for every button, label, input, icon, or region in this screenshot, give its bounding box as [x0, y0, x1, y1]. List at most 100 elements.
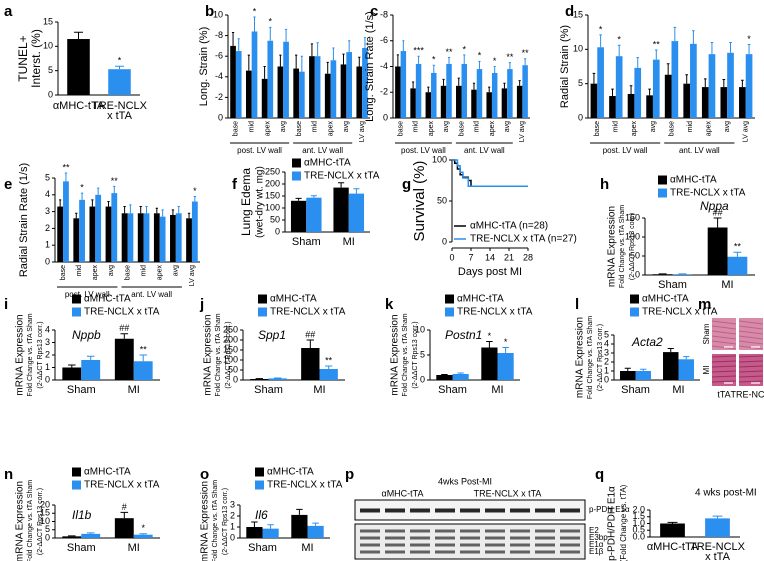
significance-label: ** [325, 355, 333, 365]
blot-band [435, 536, 455, 540]
error-bar [325, 365, 333, 369]
group-label: TRE-NCLX x tTA [474, 488, 542, 498]
x-tick-label: mid [413, 121, 420, 132]
y-tick-label: 0 [635, 269, 640, 279]
group-label: post. LV wall [237, 146, 282, 155]
legend-label: αMHC-tTA [457, 294, 504, 305]
bar [481, 347, 498, 380]
y-axis-label: Survival (%) [411, 161, 428, 242]
error-bar [129, 204, 132, 214]
x-tick-label: base [233, 121, 240, 136]
bar [652, 274, 673, 275]
bar [293, 68, 299, 118]
y-tick-label: -8 [380, 9, 388, 19]
error-bar [363, 37, 367, 48]
bar [133, 534, 153, 538]
error-bar [120, 333, 129, 339]
x-tick-label: Sham [67, 542, 96, 554]
y-tick-label: 1 [230, 521, 235, 531]
band-label: E1α [589, 540, 604, 549]
y-tick-label: 10 [573, 44, 583, 54]
panel-label: i [4, 296, 8, 313]
bar [340, 64, 347, 118]
error-bar [683, 356, 690, 360]
y-tick-label: 100 [265, 202, 280, 212]
panel-label: l [575, 296, 579, 313]
legend-label: TRE-NCLX x tTA [457, 307, 533, 318]
y-axis-label: Fold Change vs. tTA Sham [27, 313, 34, 396]
significance-label: * [118, 56, 122, 66]
error-bar [326, 61, 329, 74]
y-axis-label: p-PDH/PDH E1α [607, 486, 618, 561]
blot-band [510, 529, 530, 533]
band-label: E1β [589, 547, 604, 556]
blot-band [360, 529, 380, 533]
legend-label: αMHC-tTA [642, 294, 689, 305]
bar [137, 213, 144, 262]
y-tick-label: -8 [215, 30, 223, 40]
blot-band [410, 536, 430, 540]
legend-swatch [72, 480, 81, 490]
bar [309, 56, 315, 118]
x-tick-label: mid [687, 121, 694, 132]
error-bar [666, 63, 670, 75]
blot-band [385, 550, 405, 554]
bar [497, 353, 514, 380]
x-tick-label: MI [128, 542, 140, 554]
bar [646, 95, 653, 118]
y-tick-label: -2 [215, 92, 223, 102]
y-axis-label: Fold Change vs. tTA Sham [587, 316, 594, 399]
bar [609, 96, 616, 118]
legend-label: αMHC-tTA [267, 467, 314, 478]
bar [415, 63, 422, 118]
bar [186, 218, 192, 262]
bar [348, 193, 365, 232]
y-tick-label: 150 [625, 212, 640, 222]
bar [356, 66, 363, 118]
blot-band [410, 508, 430, 513]
error-bar [640, 368, 647, 371]
legend-label: TRE-NCLX x tTA [267, 480, 343, 491]
significance-label: # [122, 502, 127, 512]
error-bar [338, 182, 345, 188]
legend-label: αMHC-tTA [670, 175, 717, 186]
y-tick-label: 15 [573, 9, 583, 19]
bar [62, 367, 82, 380]
error-bar [441, 374, 448, 375]
y-axis-label: (2-ΔΔCT Rps13 corr.) [412, 321, 419, 388]
significance-label: * [462, 44, 466, 54]
error-bar [654, 49, 658, 60]
error-bar [712, 515, 723, 519]
significance-label: * [493, 56, 497, 66]
error-bar [295, 54, 298, 69]
y-tick-label: 2 [230, 510, 235, 520]
bar [73, 218, 80, 262]
y-axis-label: (wet-dry wt. mg) [255, 166, 266, 238]
y-tick-label: -4 [215, 71, 223, 81]
error-bar [673, 26, 677, 42]
bar [324, 73, 331, 118]
x-tick-label: x tTA [107, 110, 133, 122]
x-tick-label: apex [327, 121, 334, 137]
bar [456, 85, 462, 118]
bar [81, 360, 101, 380]
x-tick-label: MI [672, 384, 684, 396]
y-axis-label: (2-ΔΔCT Rps13 corr.) [37, 488, 44, 555]
blot-band [460, 536, 480, 540]
significance-label: ** [522, 48, 530, 58]
group-label: ant. LV wall [302, 146, 343, 155]
tissue-fiber [738, 330, 764, 335]
panel-label: n [4, 466, 13, 483]
y-tick-label: 3 [45, 206, 50, 216]
blot-band [460, 550, 480, 554]
error-bar [348, 40, 351, 53]
error-bar [667, 521, 678, 524]
error-bar [284, 28, 288, 42]
x-tick-label: mid [140, 265, 147, 276]
bar [299, 71, 305, 118]
error-bar [120, 511, 129, 519]
panel-label: p [345, 466, 354, 483]
bar [471, 89, 477, 118]
bar [290, 200, 307, 232]
bar [267, 40, 274, 118]
